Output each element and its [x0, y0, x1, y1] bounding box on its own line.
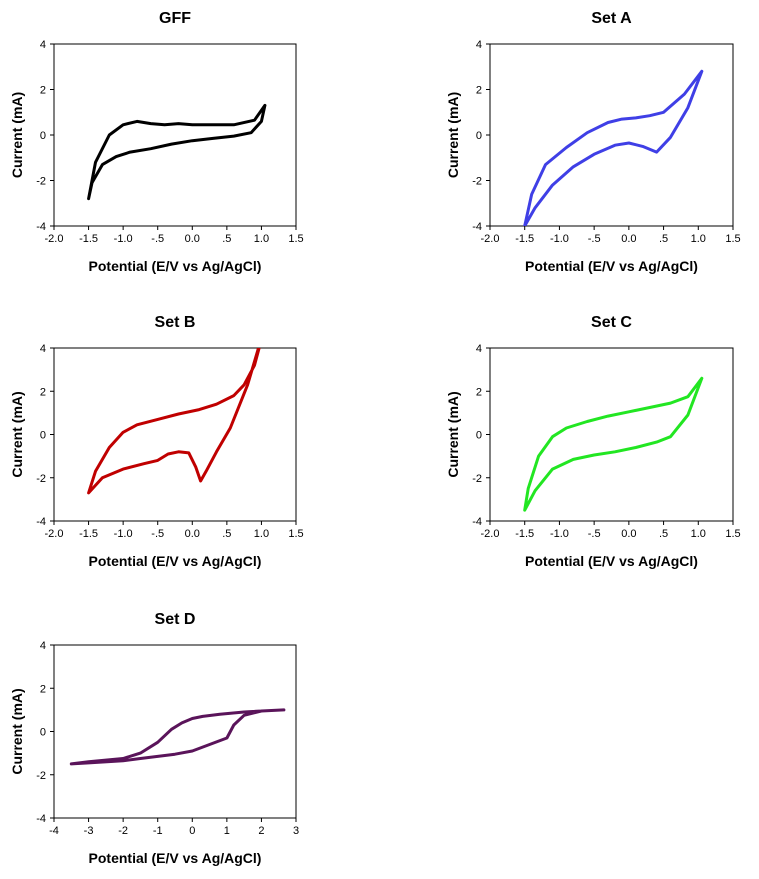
x-tick-label: 0.0: [621, 233, 636, 245]
x-tick-label: .5: [659, 233, 668, 245]
x-axis-label: Potential (E/V vs Ag/AgCl): [89, 258, 262, 274]
y-tick-label: 2: [476, 85, 482, 97]
x-tick-label: 1.0: [254, 528, 269, 540]
x-tick-label: -2.0: [45, 233, 64, 245]
x-tick-label: -.5: [151, 233, 164, 245]
plot-area: [53, 644, 297, 819]
y-tick-label: 0: [476, 430, 482, 442]
y-tick-label: 2: [40, 85, 46, 97]
x-tick-label: -2.0: [481, 233, 500, 245]
y-tick-label: -2: [36, 176, 46, 188]
x-tick-label: -1.0: [550, 528, 569, 540]
y-tick-label: -4: [36, 221, 46, 233]
y-axis-label: Current (mA): [9, 92, 25, 178]
y-tick-label: 2: [40, 683, 46, 695]
cv-curve-series: [69, 708, 286, 766]
chart-title: Set B: [155, 314, 196, 331]
x-tick-label: 1.0: [691, 528, 706, 540]
x-tick-label: -3: [84, 825, 94, 837]
y-tick-label: -4: [472, 221, 482, 233]
x-tick-label: 1: [224, 825, 230, 837]
y-tick-label: 2: [476, 386, 482, 398]
chart-title: Set C: [591, 314, 632, 331]
y-tick-label: 4: [476, 343, 482, 355]
chart-title: Set A: [591, 10, 632, 27]
y-tick-label: 4: [476, 39, 482, 51]
chart-panel-2: Set A -2.0 -1.5 -1.0 -.5 0.0 .5 1.0 1.5 -4 -2 0 2 4 Po…: [445, 10, 741, 274]
cv-curve-series: [87, 103, 267, 201]
x-tick-label: 0.0: [185, 233, 200, 245]
x-tick-label: .5: [222, 233, 231, 245]
x-tick-label: 1.5: [288, 528, 303, 540]
x-tick-label: .5: [659, 528, 668, 540]
cv-curve-series: [523, 69, 704, 226]
y-axis-label: Current (mA): [9, 688, 25, 774]
x-tick-label: 2: [258, 825, 264, 837]
x-axis-label: Potential (E/V vs Ag/AgCl): [89, 553, 262, 569]
x-tick-label: -1.5: [79, 233, 98, 245]
y-tick-label: -2: [36, 770, 46, 782]
x-tick-label: -.5: [151, 528, 164, 540]
x-tick-label: -.5: [588, 528, 601, 540]
y-axis-label: Current (mA): [9, 391, 25, 477]
y-axis-label: Current (mA): [445, 391, 461, 477]
y-tick-label: 4: [40, 39, 46, 51]
x-tick-label: 1.0: [254, 233, 269, 245]
y-tick-label: 0: [40, 130, 46, 142]
chart-title: GFF: [159, 10, 191, 27]
y-tick-label: -4: [472, 516, 482, 528]
chart-title: Set D: [155, 611, 196, 628]
x-tick-label: -4: [49, 825, 59, 837]
chart-panel-5: Set D -4 -3 -2 -1 0 1 2 3 -4 -2 0 2 4 Potential (E/V v…: [9, 611, 299, 866]
x-axis-label: Potential (E/V vs Ag/AgCl): [525, 553, 698, 569]
y-tick-label: 0: [40, 727, 46, 739]
plot-area: [489, 43, 734, 227]
y-tick-label: 4: [40, 343, 46, 355]
plot-area: [53, 43, 297, 227]
y-tick-label: -2: [472, 176, 482, 188]
x-tick-label: 0: [189, 825, 195, 837]
plot-area: [53, 347, 297, 522]
x-tick-label: 1.5: [288, 233, 303, 245]
y-tick-label: 0: [476, 130, 482, 142]
chart-panel-4: Set C -2.0 -1.5 -1.0 -.5 0.0 .5 1.0 1.5 -4 -2 0 2 4 Po…: [445, 314, 741, 569]
x-tick-label: -2: [118, 825, 128, 837]
x-tick-label: 1.0: [691, 233, 706, 245]
x-axis-label: Potential (E/V vs Ag/AgCl): [525, 258, 698, 274]
x-tick-label: -1.0: [114, 528, 133, 540]
y-tick-label: -4: [36, 516, 46, 528]
x-tick-label: -1.0: [550, 233, 569, 245]
x-tick-label: -2.0: [481, 528, 500, 540]
x-tick-label: -1: [153, 825, 163, 837]
y-tick-label: 0: [40, 430, 46, 442]
x-tick-label: -2.0: [45, 528, 64, 540]
y-tick-label: 2: [40, 386, 46, 398]
x-tick-label: 0.0: [185, 528, 200, 540]
y-tick-label: -4: [36, 813, 46, 825]
x-tick-label: 1.5: [725, 528, 740, 540]
cv-curve-series: [87, 348, 261, 495]
x-tick-label: -.5: [588, 233, 601, 245]
y-tick-label: -2: [472, 473, 482, 485]
y-axis-label: Current (mA): [445, 92, 461, 178]
x-tick-label: -1.5: [515, 233, 534, 245]
chart-panel-3: Set B -2.0 -1.5 -1.0 -.5 0.0 .5 1.0 1.5 -4 -2 0 2 4 Po…: [9, 314, 304, 569]
y-tick-label: -2: [36, 473, 46, 485]
cv-curve-series: [523, 376, 704, 512]
x-axis-label: Potential (E/V vs Ag/AgCl): [89, 850, 262, 866]
x-tick-label: -1.5: [79, 528, 98, 540]
x-tick-label: -1.0: [114, 233, 133, 245]
y-tick-label: 4: [40, 640, 46, 652]
x-tick-label: 3: [293, 825, 299, 837]
x-tick-label: .5: [222, 528, 231, 540]
x-tick-label: -1.5: [515, 528, 534, 540]
chart-panel-1: GFF -2.0 -1.5 -1.0 -.5 0.0 .5 1.0 1.5 -4 -2 0 2 4 Pote…: [9, 10, 304, 274]
x-tick-label: 1.5: [725, 233, 740, 245]
x-tick-label: 0.0: [621, 528, 636, 540]
